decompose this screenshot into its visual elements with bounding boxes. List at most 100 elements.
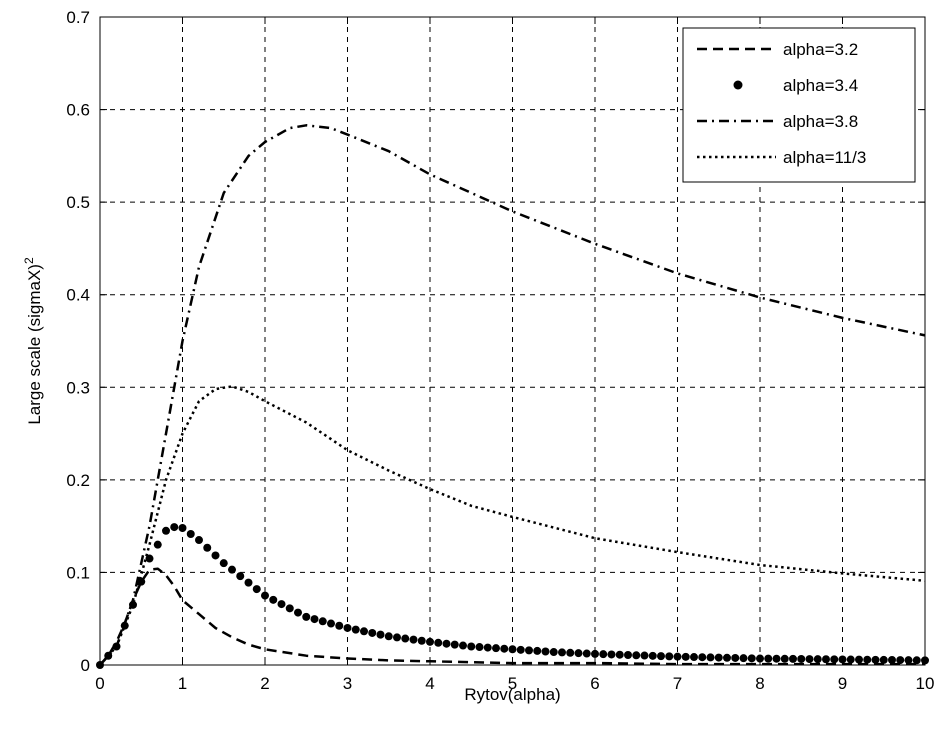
series-point — [203, 543, 212, 552]
series-point — [351, 625, 360, 634]
x-tick-label: 7 — [673, 674, 682, 693]
series-point — [780, 654, 789, 663]
series-point — [442, 639, 451, 648]
series-point — [500, 644, 509, 653]
series-point — [615, 650, 624, 659]
series-point — [310, 615, 319, 624]
series-point — [558, 648, 566, 657]
series-point — [723, 653, 731, 662]
series-point — [657, 652, 665, 661]
series-point — [591, 649, 599, 658]
legend-label: alpha=11/3 — [783, 148, 866, 167]
series-point — [599, 650, 608, 659]
x-tick-label: 5 — [508, 674, 517, 693]
series-point — [153, 540, 162, 549]
series-point — [714, 653, 723, 662]
series-point — [483, 643, 492, 652]
series-point — [747, 654, 756, 663]
x-tick-label: 6 — [590, 674, 599, 693]
series-point — [335, 621, 344, 630]
series-point — [912, 656, 921, 665]
grid — [100, 17, 925, 665]
y-axis-label: Large scale (sigmaX)2 — [22, 257, 44, 425]
series-point — [195, 536, 203, 545]
series-point — [681, 652, 690, 661]
series-point — [318, 617, 327, 626]
series-point — [492, 644, 500, 653]
series-point — [434, 638, 443, 647]
legend-item: alpha=3.8 — [697, 112, 858, 131]
series-point — [607, 650, 616, 659]
series-point — [475, 643, 484, 652]
series-point — [533, 646, 542, 655]
series-point — [450, 640, 459, 649]
y-tick-label: 0 — [81, 656, 90, 675]
x-tick-label: 3 — [343, 674, 352, 693]
series-point — [252, 585, 261, 594]
series-point — [846, 655, 855, 664]
series-point — [401, 634, 410, 643]
series-point — [582, 649, 591, 658]
series-point — [566, 648, 575, 657]
series-point — [549, 648, 558, 657]
series-point — [797, 654, 806, 663]
y-axis-label-text: Large scale (sigmaX) — [25, 264, 44, 425]
series-point — [879, 655, 888, 664]
series-point — [269, 595, 278, 604]
series-point — [830, 655, 839, 664]
series-layer — [96, 124, 929, 669]
legend-label: alpha=3.4 — [783, 76, 858, 95]
series-point — [285, 604, 294, 613]
series-point — [302, 612, 311, 621]
series-point — [219, 559, 228, 568]
y-tick-label: 0.6 — [66, 101, 90, 120]
y-tick-label: 0.5 — [66, 193, 90, 212]
legend-item: alpha=11/3 — [697, 148, 866, 167]
series-point — [789, 654, 797, 663]
series-point — [170, 523, 179, 532]
series-point — [244, 578, 253, 587]
legend-label: alpha=3.8 — [783, 112, 858, 131]
series-point — [467, 642, 476, 651]
y-axis-label-superscript: 2 — [22, 257, 36, 264]
series-point — [211, 551, 220, 560]
series-point — [698, 653, 707, 662]
series-point — [277, 600, 286, 609]
series-point — [805, 655, 814, 664]
series-point — [541, 647, 550, 656]
series-point — [764, 654, 773, 663]
series-point — [896, 656, 905, 665]
series-point — [632, 651, 641, 660]
series-point — [574, 649, 583, 658]
series-point — [888, 656, 896, 665]
series-point — [186, 530, 195, 539]
x-tick-label: 1 — [178, 674, 187, 693]
series-point — [376, 630, 385, 639]
x-axis-label: Rytov(alpha) — [464, 685, 560, 704]
series-point — [393, 633, 401, 642]
y-tick-label: 0.1 — [66, 563, 90, 582]
y-tick-label: 0.2 — [66, 471, 90, 490]
series-3 — [99, 124, 926, 666]
x-tick-label: 9 — [838, 674, 847, 693]
series-point — [368, 628, 377, 637]
series-point — [178, 523, 187, 532]
y-tick-label: 0.7 — [66, 8, 90, 27]
series-point — [871, 655, 880, 664]
x-tick-label: 4 — [425, 674, 434, 693]
series-point — [648, 651, 657, 660]
legend: alpha=3.2 alpha=3.4 alpha=3.8 alpha=11/3 — [682, 27, 916, 183]
series-point — [706, 653, 715, 662]
y-tick-label: 0.4 — [66, 286, 90, 305]
series-point — [261, 591, 269, 600]
axis-ticks: 0 1 2 3 4 5 6 7 8 9 10 0 0.1 0.2 0.3 0.4 0.5 0.6 0.7 — [66, 8, 934, 693]
series-point — [516, 645, 525, 654]
series-point — [739, 654, 748, 663]
series-point — [690, 653, 698, 662]
series-point — [384, 632, 393, 641]
series-point — [904, 656, 913, 665]
legend-item: alpha=3.2 — [697, 40, 858, 59]
series-point — [409, 635, 418, 644]
series-point — [294, 608, 302, 617]
